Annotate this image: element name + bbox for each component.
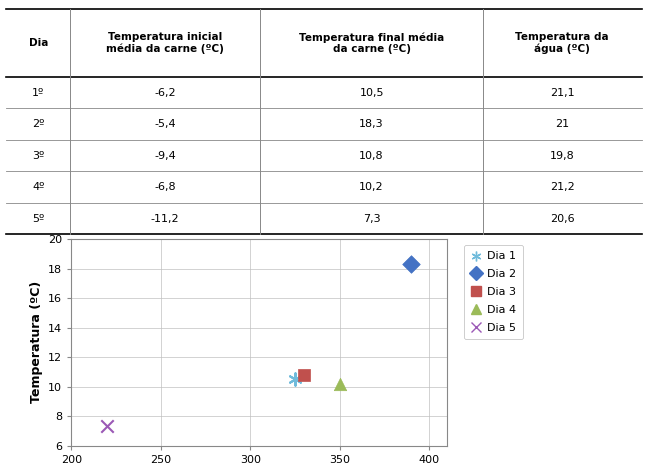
Point (406, 260, 417, 268)
Text: Temperatura da
água (ºC): Temperatura da água (ºC) (515, 32, 609, 54)
Text: 19,8: 19,8 (550, 151, 575, 161)
Text: 3º: 3º (32, 151, 44, 161)
Text: -6,2: -6,2 (154, 88, 176, 98)
Text: -5,4: -5,4 (154, 119, 176, 129)
Point (290, 376, 300, 383)
Text: Dia: Dia (29, 38, 48, 48)
Text: -9,4: -9,4 (154, 151, 176, 161)
Text: 20,6: 20,6 (550, 214, 575, 224)
Text: 10,8: 10,8 (359, 151, 384, 161)
Text: 5º: 5º (32, 214, 44, 224)
Text: 7,3: 7,3 (363, 214, 380, 224)
Text: 2º: 2º (32, 119, 45, 129)
Point (299, 371, 309, 378)
Text: -11,2: -11,2 (151, 214, 179, 224)
Point (102, 423, 112, 430)
Text: Temperatura final média
da carne (ºC): Temperatura final média da carne (ºC) (299, 32, 445, 54)
Text: Temperatura inicial
média da carne (ºC): Temperatura inicial média da carne (ºC) (106, 32, 224, 54)
Legend: Dia 1, Dia 2, Dia 3, Dia 4, Dia 5: Dia 1, Dia 2, Dia 3, Dia 4, Dia 5 (464, 245, 523, 339)
Text: 1º: 1º (32, 88, 44, 98)
Y-axis label: Temperatura (ºC): Temperatura (ºC) (30, 281, 43, 403)
Text: 21,2: 21,2 (550, 182, 575, 192)
Text: 21,1: 21,1 (550, 88, 575, 98)
Text: 10,5: 10,5 (360, 88, 384, 98)
Text: 18,3: 18,3 (359, 119, 384, 129)
Text: 10,2: 10,2 (359, 182, 384, 192)
Text: 21: 21 (555, 119, 569, 129)
Point (334, 380, 345, 387)
Text: -6,8: -6,8 (154, 182, 176, 192)
Text: 4º: 4º (32, 182, 45, 192)
